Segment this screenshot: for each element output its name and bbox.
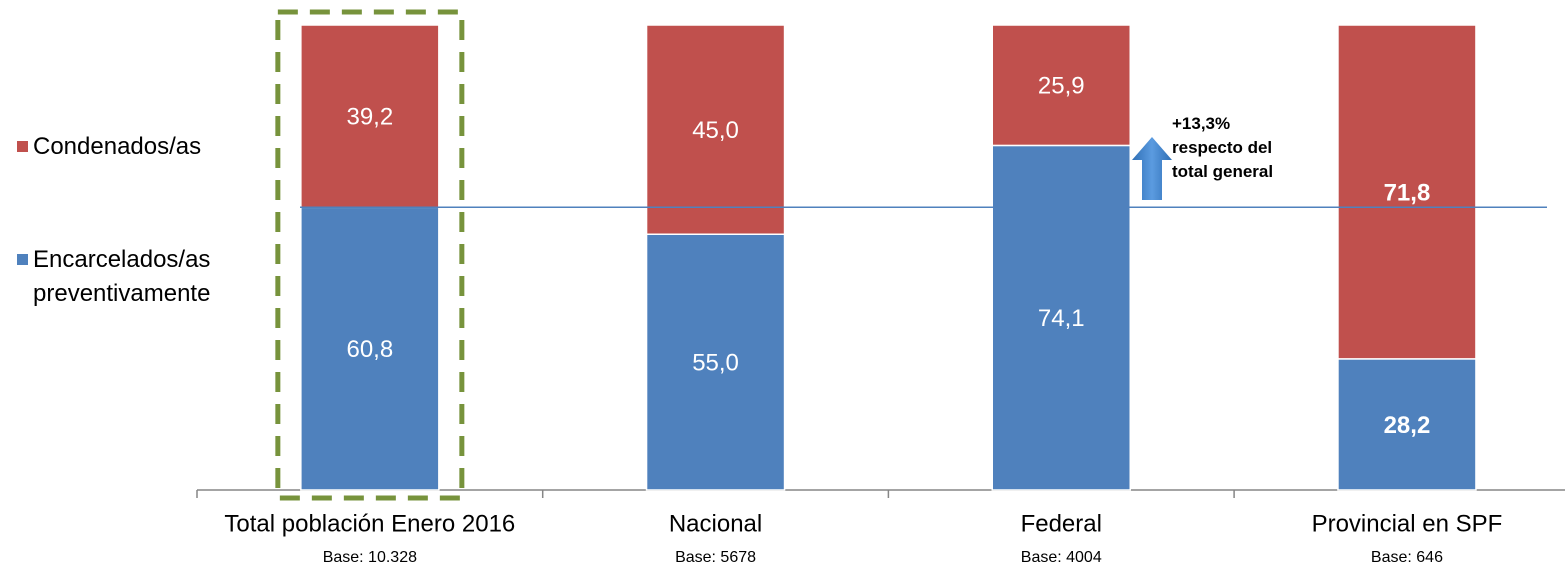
x-tick-label: Federal — [1021, 510, 1102, 537]
highlight-box — [275, 9, 465, 501]
x-tick-label: Total población Enero 2016 — [224, 510, 515, 537]
legend-entry: Encarcelados/as preventivamente — [33, 246, 211, 307]
annotation: +13,3% respecto del total general — [1172, 114, 1274, 181]
bar-segment — [1337, 358, 1477, 491]
value-label: 71,8 — [1384, 179, 1431, 206]
base-label: Base: 10.328 — [323, 549, 417, 566]
bar-segment — [645, 233, 786, 491]
bar-segment — [300, 24, 440, 209]
value-label: 39,2 — [346, 103, 393, 130]
base-label: Base: 5678 — [675, 549, 756, 566]
base-label: Base: 646 — [1371, 549, 1443, 566]
value-label: 25,9 — [1038, 73, 1085, 100]
value-label: 45,0 — [692, 117, 739, 144]
base-label: Base: 4004 — [1021, 549, 1102, 566]
legend-swatch — [17, 254, 28, 265]
legend-entry: Condenados/as — [33, 133, 202, 160]
value-label: 74,1 — [1038, 305, 1085, 332]
x-tick-label: Nacional — [669, 510, 762, 537]
bar-segment — [300, 206, 440, 491]
bar-segment — [991, 144, 1131, 491]
x-tick-label: Provincial en SPF — [1312, 510, 1503, 537]
value-label: 60,8 — [346, 336, 393, 363]
bar-segment — [1337, 24, 1477, 360]
arrow — [1132, 137, 1172, 200]
value-label: 28,2 — [1384, 412, 1431, 439]
legend-swatch — [17, 141, 28, 152]
bar-segment — [645, 24, 786, 235]
value-label: 55,0 — [692, 349, 739, 376]
bar-segment — [991, 24, 1131, 147]
